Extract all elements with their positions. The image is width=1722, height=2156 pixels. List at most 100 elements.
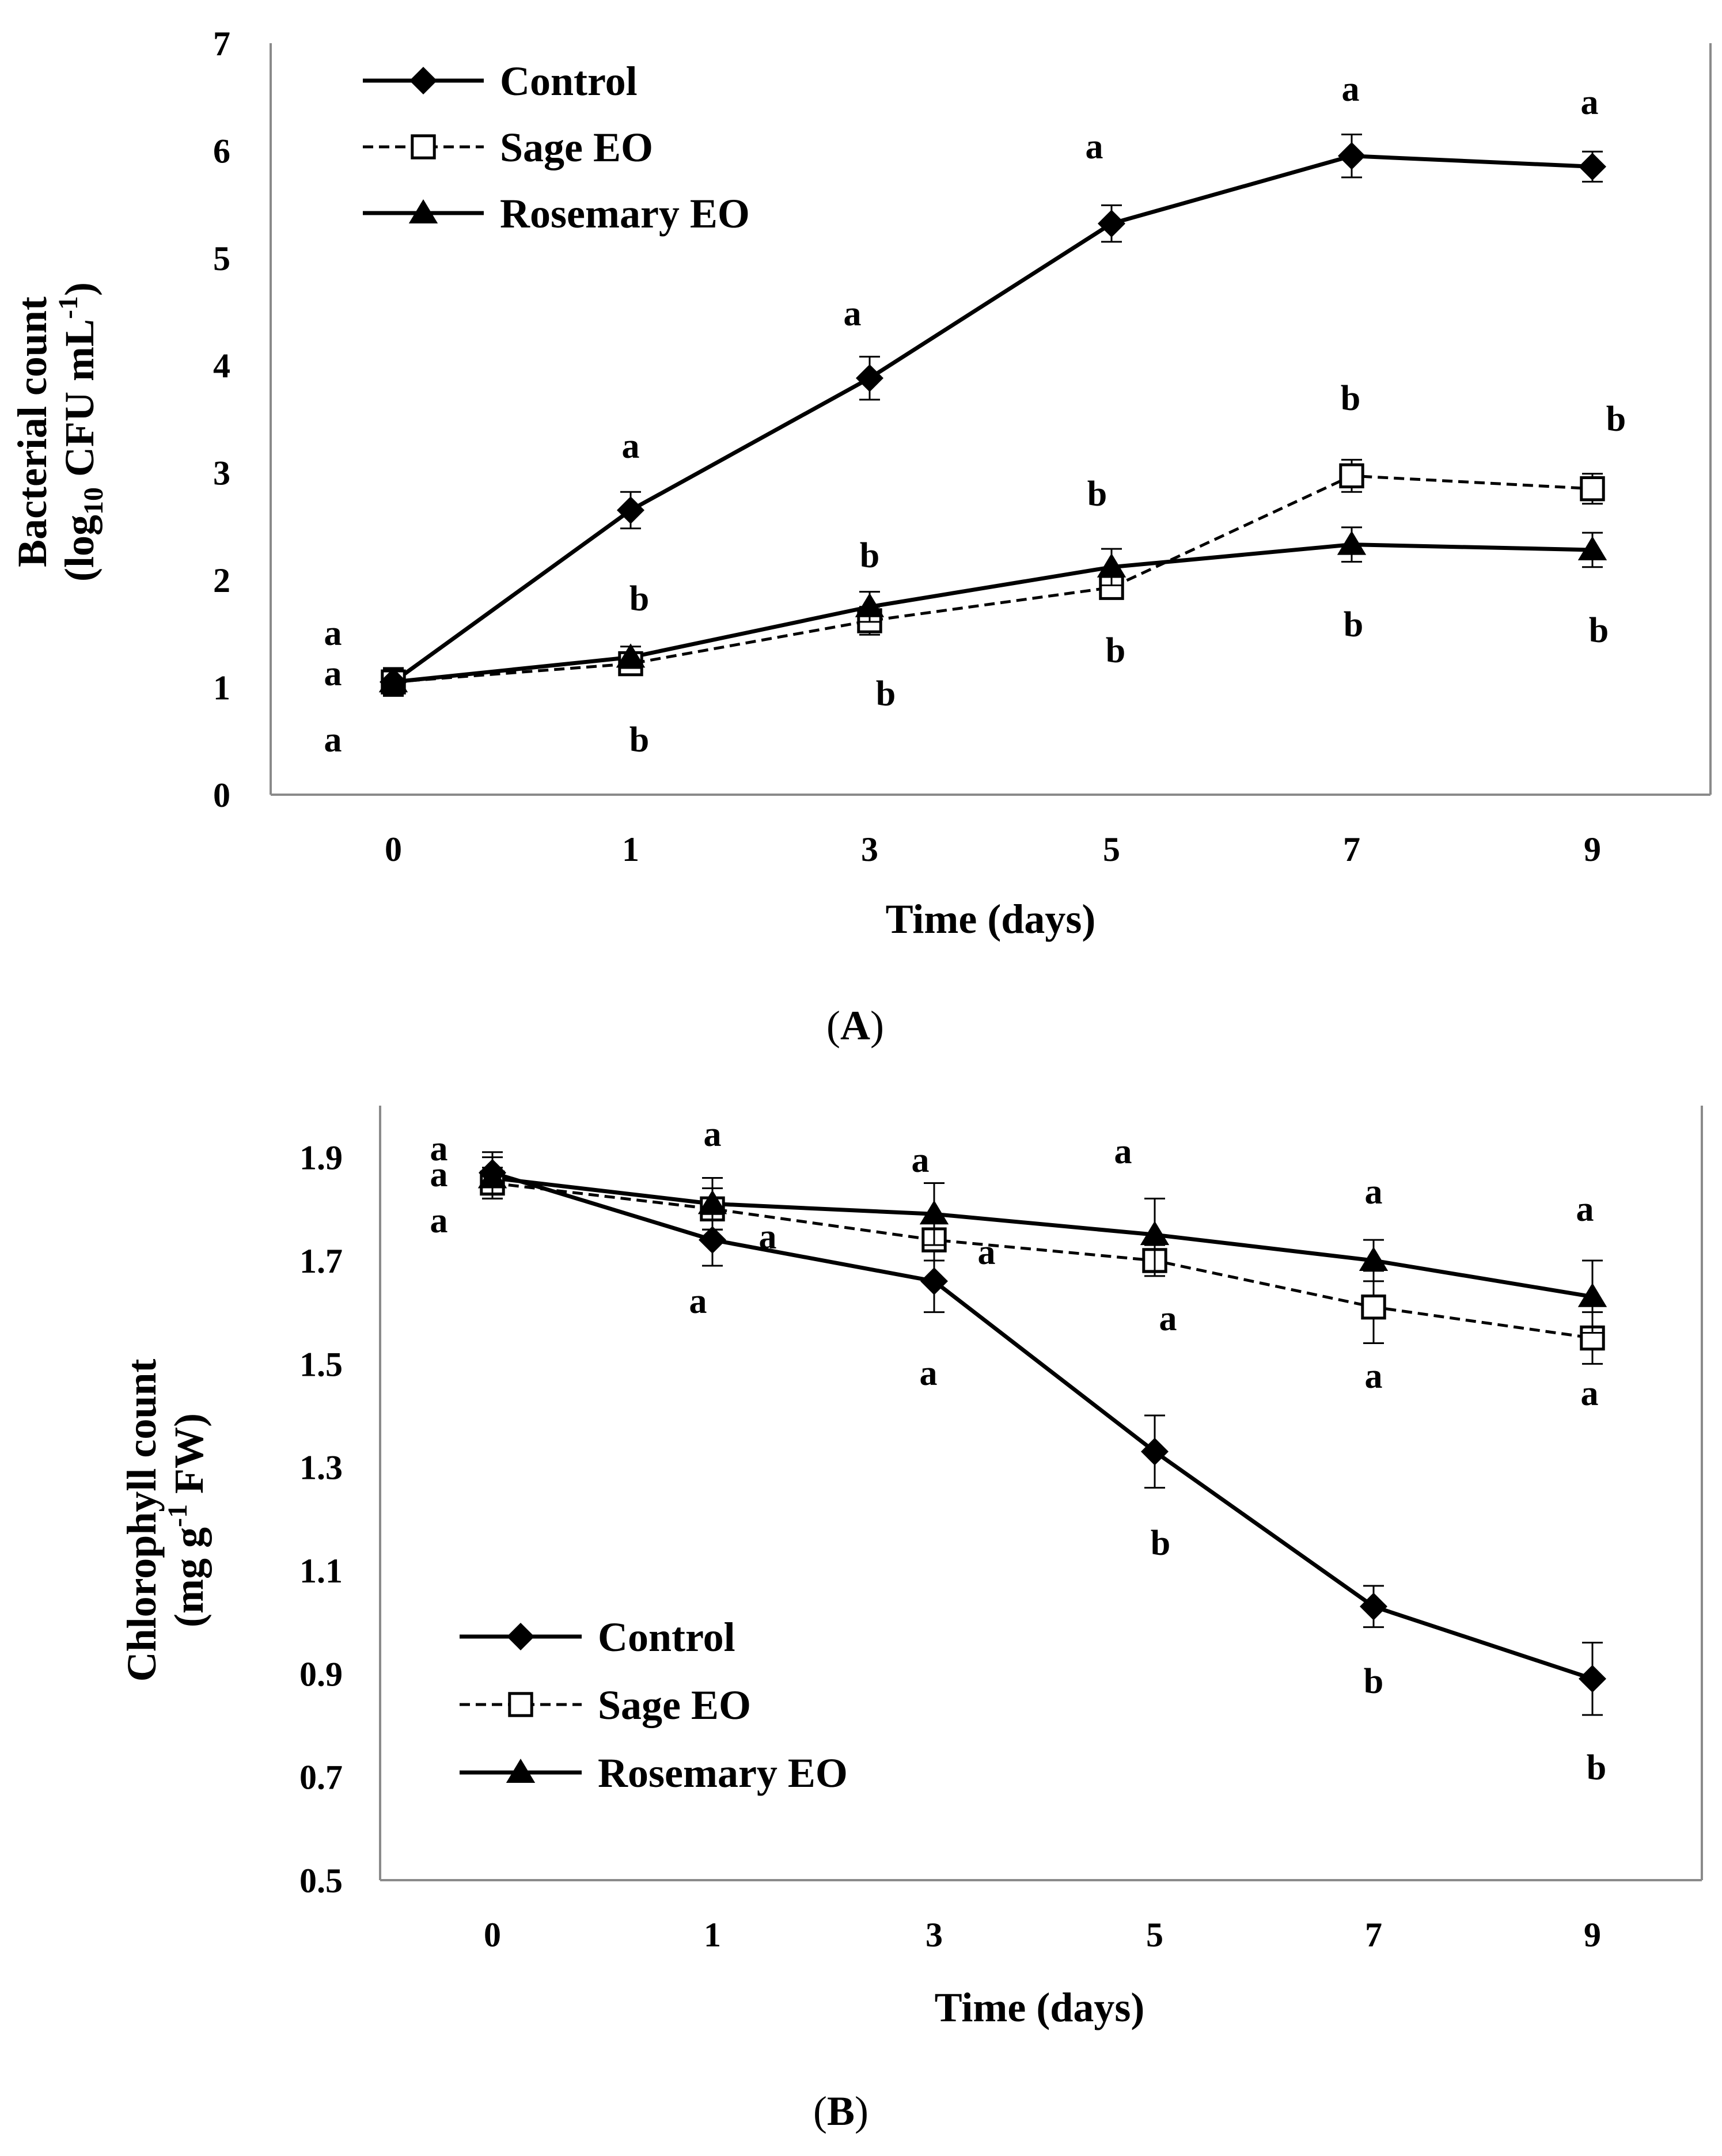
chart-a-legend-marker-rosemary-eo	[408, 199, 438, 223]
chart-b-y-tick-label: 1.5	[299, 1345, 343, 1383]
chart-a-y-tick-label: 6	[213, 132, 230, 170]
chart-b-y-tick-label: 1.3	[299, 1449, 343, 1487]
chart-b-series-line-sage-eo	[492, 1182, 1593, 1339]
chart-b-x-axis-title: Time (days)	[935, 1984, 1145, 2030]
chart-a-significance-letter-control: a	[1342, 70, 1360, 109]
chart-a-x-tick-label: 1	[622, 830, 639, 868]
chart-b-y-tick-label: 0.9	[299, 1655, 343, 1693]
chart-b-significance-letter-sage-eo: a	[1159, 1299, 1177, 1338]
chart-b-data-point-rosemary-eo	[1577, 1282, 1607, 1307]
chart-a-series-line-sage-eo	[393, 474, 1593, 684]
chart-a-y-tick-label: 7	[213, 25, 230, 63]
chart-b-y-tick-label: 1.7	[299, 1242, 343, 1280]
chart-b-significance-letter-rosemary-eo: a	[912, 1141, 930, 1180]
chart-a-x-tick-label: 0	[385, 830, 402, 868]
chart-a-significance-letter-rosemary-eo: b	[1589, 611, 1609, 650]
chart-b-y-tick-label: 0.7	[299, 1759, 343, 1797]
chart-b-legend-label-rosemary-eo: Rosemary EO	[598, 1750, 848, 1796]
chart-a-x-tick-label: 5	[1103, 830, 1120, 868]
chart-a-x-tick-label: 7	[1343, 830, 1360, 868]
chart-a-legend-label-rosemary-eo: Rosemary EO	[500, 191, 750, 237]
chart-b-significance-letter-rosemary-eo: a	[704, 1115, 722, 1154]
chart-b-significance-letter-control: b	[1364, 1662, 1383, 1701]
chart-a-y-tick-label: 0	[213, 776, 230, 814]
chart-a-data-point-rosemary-eo	[1577, 536, 1607, 560]
chart-b-data-point-rosemary-eo	[919, 1200, 949, 1225]
chart-b-data-point-rosemary-eo	[697, 1190, 727, 1214]
chart-a-data-point-control	[1098, 210, 1125, 238]
chart-a-data-point-rosemary-eo	[616, 643, 646, 668]
chart-b-y-axis-title-line2: (mg g-1 FW)	[162, 1413, 212, 1627]
chart-b-data-point-rosemary-eo	[1359, 1247, 1389, 1271]
chart-b-significance-letter-rosemary-eo: a	[1576, 1190, 1594, 1229]
chart-a-series-line-control	[392, 154, 1593, 684]
chart-b-x-tick-label: 3	[926, 1916, 943, 1954]
chart-a-data-point-sage-eo	[1339, 463, 1364, 489]
chart-a-x-tick-label: 3	[861, 830, 878, 868]
chart-a-legend: Control Sage EO Rosemary EO	[363, 58, 750, 237]
chart-a-significance-letter-sage-eo: b	[1106, 631, 1125, 670]
chart-a-data-point-sage-eo	[1580, 476, 1605, 502]
chart-a-legend-label-control: Control	[500, 58, 638, 104]
chart-b-series-line-control	[491, 1171, 1594, 1681]
chart-a-significance-letter-rosemary-eo: b	[860, 536, 879, 575]
chart-a-significance-letter-control: a	[1581, 83, 1599, 122]
chart-a-significance-letter-sage-eo: b	[876, 674, 896, 713]
chart-b-significance-letter-control: a	[920, 1354, 938, 1393]
chart-a-legend-label-sage-eo: Sage EO	[500, 124, 653, 170]
chart-b-data-point-rosemary-eo	[1140, 1221, 1170, 1246]
chart-a-data-point-rosemary-eo	[1337, 530, 1367, 555]
chart-a-data-point-control	[617, 496, 644, 524]
chart-b-data-point-control	[1141, 1437, 1169, 1466]
chart-b-x-tick-label: 9	[1584, 1916, 1601, 1954]
chart-a-data-point-control	[380, 668, 407, 696]
chart-b-y-axis-title-line1: Chlorophyll count	[119, 1359, 165, 1682]
chart-b-y-tick-label: 1.9	[299, 1139, 343, 1177]
chart-a-significance-letter-sage-eo: a	[324, 654, 342, 693]
chart-b-y-axis-title: Chlorophyll count (mg g-1 FW)	[119, 1359, 212, 1682]
chart-b-data-point-sage-eo	[1361, 1295, 1386, 1320]
chart-b-x-tick-label: 5	[1146, 1916, 1163, 1954]
chart-a-y-tick-label: 5	[213, 240, 230, 278]
chart-b-data-point-control	[920, 1267, 948, 1295]
chart-a-significance-letter-rosemary-eo: b	[1087, 475, 1107, 514]
chart-a-y-axis-title: Bacterial count (log10 CFU mL-1)	[9, 282, 109, 582]
chart-b-legend-label-sage-eo: Sage EO	[598, 1682, 751, 1728]
chart-b-x-tick-label: 7	[1365, 1916, 1382, 1954]
chart-a-data-point-rosemary-eo	[1097, 553, 1126, 578]
chart-a-significance-letter-control: a	[622, 427, 640, 466]
chart-b-significance-letter-control: a	[689, 1282, 707, 1321]
chart-a-data-point-control	[1579, 153, 1606, 181]
chart-b-legend: Control Sage EO Rosemary EO	[460, 1614, 848, 1796]
chart-b-x-tick-label: 1	[704, 1916, 721, 1954]
chart-a-y-tick-label: 1	[213, 669, 230, 707]
chart-a-panel-label: (A)	[826, 1003, 884, 1049]
chart-a-x-axis-title: Time (days)	[886, 896, 1096, 942]
chart-b-legend-marker-sage-eo	[508, 1692, 533, 1717]
chart-b-x-tick-label: 0	[484, 1916, 501, 1954]
chart-a-data-point-control	[856, 364, 883, 392]
chart-a-significance-letter-control: a	[844, 294, 862, 333]
chart-a-significance-letter-sage-eo: b	[629, 720, 649, 760]
chart-a-legend-marker-sage-eo	[411, 134, 436, 160]
chart-a-significance-letter-control: a	[324, 614, 342, 653]
chart-b-significance-letter-sage-eo: a	[759, 1217, 777, 1257]
chart-b-y-tick-label: 0.5	[299, 1862, 343, 1900]
chart-a-legend-marker-control	[409, 67, 437, 94]
chart-a-data-point-rosemary-eo	[855, 593, 885, 617]
chart-b-legend-marker-rosemary-eo	[506, 1759, 536, 1783]
chart-b-data-point-control	[479, 1159, 506, 1187]
chart-a-series-line-rosemary-eo	[393, 542, 1593, 684]
chart-b-significance-letter-rosemary-eo: a	[1365, 1172, 1383, 1212]
chart-a-y-tick-label: 4	[213, 347, 230, 385]
chart-a-y-tick-label: 2	[213, 561, 230, 599]
chart-b-significance-letter-control: a	[430, 1129, 448, 1168]
chart-b-panel-label: (B)	[813, 2088, 868, 2134]
chart-a-significance-letter-rosemary-eo: a	[324, 720, 342, 760]
chart-b-legend-label-control: Control	[598, 1614, 735, 1660]
chart-a-y-tick-label: 3	[213, 454, 230, 492]
